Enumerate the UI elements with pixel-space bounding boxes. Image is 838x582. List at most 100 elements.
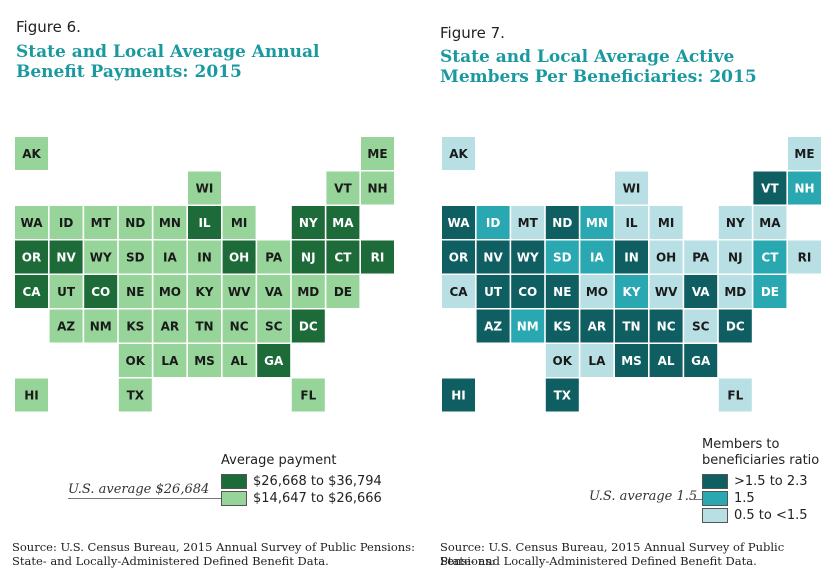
state-tile-label: NY	[299, 216, 318, 230]
state-tile-ar: AR	[580, 309, 614, 343]
state-tile-ma: MA	[326, 206, 360, 239]
state-tile-in: IN	[188, 240, 221, 274]
state-tile-fill	[153, 344, 187, 377]
state-tile-label: ND	[552, 216, 572, 230]
state-tile-il: IL	[615, 206, 648, 239]
state-tile-fill	[291, 206, 325, 239]
state-tile-label: MT	[518, 216, 539, 230]
state-tile-fill	[222, 344, 256, 377]
state-tile-ks: KS	[118, 309, 152, 343]
state-tile-ak: AK	[442, 137, 475, 170]
state-tile-label: WA	[21, 216, 44, 230]
state-tile-label: GA	[264, 354, 284, 368]
state-tile-ga: GA	[684, 344, 718, 377]
state-tile-label: AR	[161, 320, 180, 334]
state-tile-label: AR	[588, 320, 607, 334]
state-tile-fill	[545, 378, 579, 412]
figure-title-line-2: Benefit Payments: 2015	[16, 62, 242, 82]
state-tile-label: TX	[554, 389, 572, 403]
state-tile-oh: OH	[222, 240, 256, 274]
state-tile-fill	[615, 171, 648, 205]
state-tile-fill	[15, 206, 48, 239]
state-tile-label: MA	[332, 216, 354, 230]
us-average-note: U.S. average $26,684	[68, 482, 210, 497]
state-tile-label: GA	[691, 354, 711, 368]
state-tile-nc: NC	[649, 309, 683, 343]
state-tile-wy: WY	[511, 240, 545, 274]
state-tile-fill	[257, 240, 291, 274]
state-tile-mo: MO	[153, 275, 187, 308]
state-tile-fill	[545, 344, 579, 377]
state-tile-la: LA	[153, 344, 187, 377]
state-tile-label: WY	[517, 251, 539, 265]
state-tile-label: NY	[726, 216, 745, 230]
state-tile-fill	[788, 240, 821, 274]
state-tile-label: TX	[127, 389, 145, 403]
state-tile-fill	[615, 275, 648, 308]
state-tile-label: OK	[553, 354, 573, 368]
state-tile-fill	[118, 275, 152, 308]
state-tile-wi: WI	[615, 171, 648, 205]
state-tile-fill	[511, 309, 545, 343]
state-tile-fill	[753, 240, 787, 274]
state-tile-fill	[222, 309, 256, 343]
state-tile-fill	[222, 240, 256, 274]
figure-label: Figure 6.	[16, 18, 81, 36]
state-tile-label: DE	[334, 285, 352, 299]
state-tile-az: AZ	[49, 309, 83, 343]
state-tile-fill	[615, 309, 648, 343]
state-tile-fill	[718, 240, 752, 274]
state-tile-fill	[442, 378, 475, 412]
state-tile-fill	[545, 206, 579, 239]
state-tile-ca: CA	[442, 275, 475, 308]
state-tile-fill	[222, 206, 256, 239]
state-tile-label: AK	[22, 147, 41, 161]
state-tile-ky: KY	[615, 275, 648, 308]
state-tile-fill	[545, 240, 579, 274]
state-tile-fill	[291, 275, 325, 308]
state-tile-fill	[49, 309, 83, 343]
state-tile-label: SC	[692, 320, 710, 334]
state-tile-hi: HI	[442, 378, 475, 412]
state-tile-label: SD	[553, 251, 572, 265]
state-tile-label: KY	[623, 285, 641, 299]
state-tile-mn: MN	[580, 206, 614, 239]
state-tile-fill	[153, 309, 187, 343]
state-tile-vt: VT	[326, 171, 360, 205]
state-tile-fill	[442, 206, 475, 239]
source-line-2: State- and Locally-Administered Defined …	[12, 554, 329, 568]
state-tile-fill	[153, 240, 187, 274]
state-tile-fill	[188, 206, 221, 239]
state-tile-label: WY	[90, 251, 112, 265]
state-tile-ia: IA	[580, 240, 614, 274]
state-tile-label: ND	[125, 216, 145, 230]
state-tile-fill	[188, 171, 221, 205]
state-tile-az: AZ	[476, 309, 510, 343]
state-tile-co: CO	[84, 275, 118, 308]
state-tile-label: DE	[761, 285, 779, 299]
state-tile-tx: TX	[545, 378, 579, 412]
state-tile-fill	[511, 240, 545, 274]
state-tile-label: UT	[57, 285, 76, 299]
state-tile-fill	[753, 171, 787, 205]
state-tile-label: AK	[449, 147, 468, 161]
state-tile-mn: MN	[153, 206, 187, 239]
state-tile-fill	[545, 309, 579, 343]
legend-label: >1.5 to 2.3	[734, 474, 808, 489]
state-tile-tn: TN	[188, 309, 221, 343]
state-tile-ri: RI	[788, 240, 821, 274]
state-tile-fl: FL	[291, 378, 325, 412]
state-tile-pa: PA	[257, 240, 291, 274]
state-tile-nj: NJ	[291, 240, 325, 274]
state-tile-fill	[649, 206, 683, 239]
source-line-2: State- and Locally-Administered Defined …	[440, 554, 757, 568]
state-tile-label: VA	[265, 285, 283, 299]
state-tile-ga: GA	[257, 344, 291, 377]
state-tile-md: MD	[718, 275, 752, 308]
us-average-note: U.S. average 1.5	[589, 489, 698, 504]
legend-title-line-2: beneficiaries ratio	[702, 453, 820, 468]
state-tile-fill	[511, 275, 545, 308]
state-tile-label: MD	[724, 285, 746, 299]
state-tile-fill	[753, 275, 787, 308]
state-tile-or: OR	[442, 240, 475, 274]
